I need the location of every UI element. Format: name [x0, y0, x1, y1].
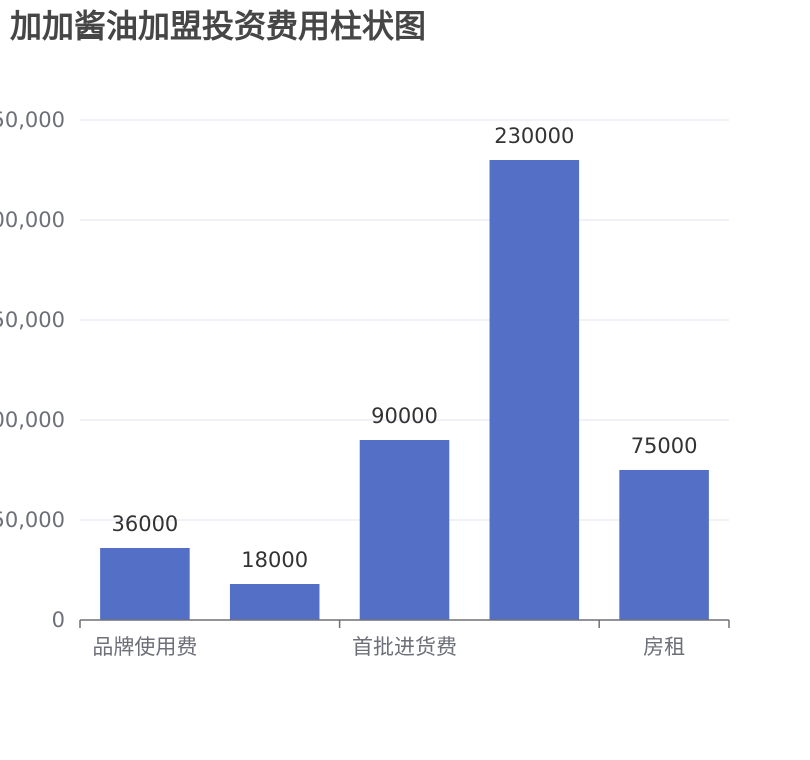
data-label: 75000 [631, 434, 698, 458]
y-tick-label: 50,000 [0, 508, 65, 532]
y-tick-label: 0 [52, 608, 65, 632]
bars [100, 160, 709, 620]
chart-title: 加加酱油加盟投资费用柱状图 [10, 7, 427, 45]
bar [489, 160, 580, 620]
data-label: 90000 [371, 404, 438, 428]
y-tick-label: 100,000 [0, 408, 65, 432]
y-tick-label: 200,000 [0, 208, 65, 232]
x-tick-label: 品牌使用费 [92, 635, 197, 659]
y-tick-label: 250,000 [0, 108, 65, 132]
x-tick-label: 首批进货费 [352, 635, 457, 659]
x-tick-label: 房租 [643, 635, 685, 659]
x-axis [79, 619, 730, 628]
bar [619, 470, 709, 620]
bar [100, 548, 190, 620]
data-labels: 36000 18000 90000 230000 75000 [111, 124, 697, 572]
data-label: 36000 [111, 512, 178, 536]
bar [229, 584, 320, 620]
x-axis-tick-labels: 品牌使用费 首批进货费 房租 [92, 635, 685, 659]
bar [359, 440, 450, 620]
data-label: 230000 [494, 124, 574, 148]
data-label: 18000 [241, 548, 308, 572]
y-tick-label: 150,000 [0, 308, 65, 332]
y-axis-tick-labels: 0 50,000 100,000 150,000 200,000 250,000 [0, 108, 65, 632]
